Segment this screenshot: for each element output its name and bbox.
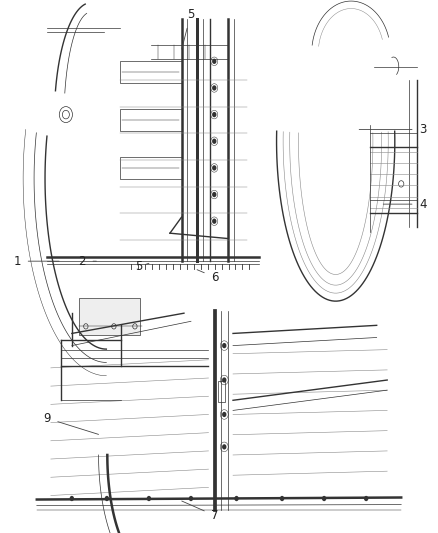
Text: 5: 5 [136, 260, 149, 273]
Bar [120, 157, 181, 179]
Circle shape [280, 496, 284, 501]
Circle shape [222, 412, 226, 417]
Circle shape [212, 59, 216, 64]
Circle shape [222, 343, 226, 348]
Text: 3: 3 [359, 123, 426, 136]
Circle shape [222, 377, 226, 383]
Bar [120, 109, 181, 131]
Text: 6: 6 [197, 270, 219, 284]
Bar [79, 298, 140, 335]
Circle shape [234, 496, 239, 501]
Circle shape [364, 496, 368, 501]
Bar [120, 61, 181, 83]
Text: 2: 2 [78, 255, 96, 268]
Text: 4: 4 [383, 198, 427, 211]
Circle shape [212, 192, 216, 197]
Text: 1: 1 [14, 255, 59, 268]
Bar [218, 381, 225, 402]
Text: 9: 9 [43, 412, 99, 434]
Circle shape [212, 85, 216, 91]
Circle shape [212, 219, 216, 224]
Circle shape [212, 139, 216, 144]
Circle shape [322, 496, 326, 501]
Text: 5: 5 [182, 9, 194, 49]
Circle shape [105, 496, 109, 501]
Circle shape [212, 112, 216, 117]
Text: 7: 7 [182, 501, 219, 522]
Circle shape [212, 165, 216, 171]
Circle shape [189, 496, 193, 501]
Circle shape [70, 496, 74, 501]
Circle shape [222, 444, 226, 449]
Circle shape [147, 496, 151, 501]
